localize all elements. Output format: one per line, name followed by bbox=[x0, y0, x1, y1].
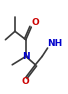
Text: O: O bbox=[31, 18, 39, 27]
Text: NH: NH bbox=[48, 39, 63, 48]
Text: N: N bbox=[22, 52, 30, 61]
Text: O: O bbox=[22, 77, 30, 86]
